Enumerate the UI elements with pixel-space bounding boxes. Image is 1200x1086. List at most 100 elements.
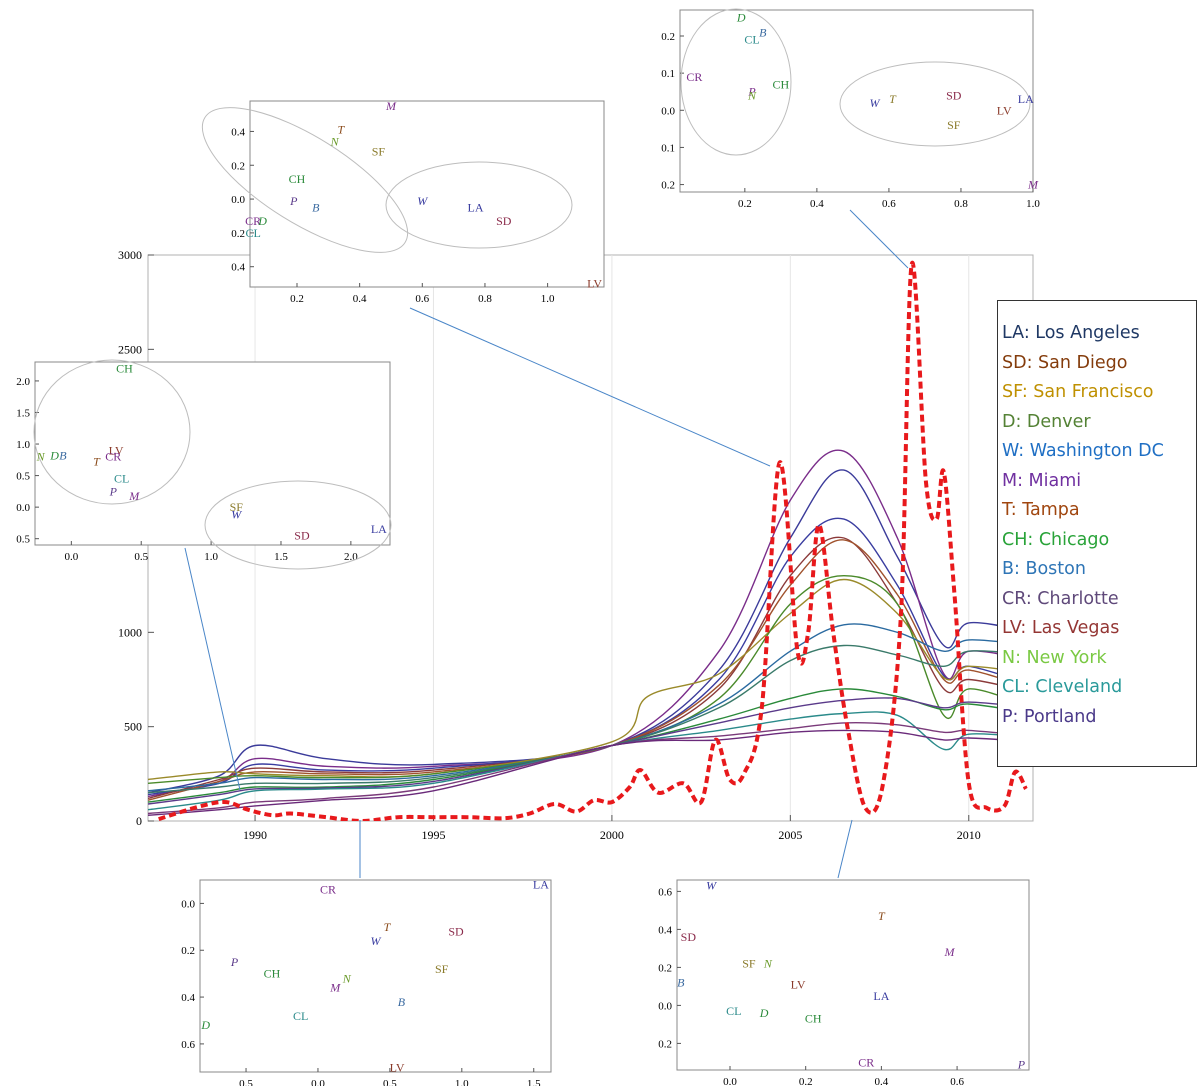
inset_e-point-w: W (706, 879, 717, 893)
inset_e-frame (676, 879, 1030, 1071)
inset_e-y-tick-label-2: 0.2 (658, 962, 672, 974)
inset_b-y-tick-label-4: 0.2 (661, 180, 675, 192)
inset_d-y-tick-label-1: 0.2 (181, 945, 195, 957)
inset_c-point-p: P (109, 484, 118, 498)
main-y-tick-label-0: 0 (136, 814, 142, 828)
inset_b-point-b: B (759, 25, 767, 39)
inset_b-point-ch: CH (773, 77, 790, 91)
inset_d-point-cr: CR (320, 882, 336, 896)
inset_c-point-la: LA (371, 522, 387, 536)
inset_c-frame (34, 361, 391, 546)
inset_d-x-tick-label-4: 1.5 (527, 1078, 541, 1086)
inset_a-y-tick-label-2: 0.0 (231, 194, 245, 206)
legend-item-cr: CR: Charlotte (1002, 588, 1119, 609)
inset_b-point-cr: CR (686, 70, 702, 84)
inset_d-point-t: T (384, 920, 392, 934)
inset_e-point-sd: SD (681, 930, 697, 944)
inset_b-connector (849, 209, 909, 269)
inset_e-point-lv: LV (791, 978, 806, 992)
inset_e-point-t: T (878, 909, 886, 923)
inset_a-point-m: M (385, 99, 397, 113)
inset_d-x-tick-label-3: 1.0 (455, 1078, 469, 1086)
city-legend: LA: Los Angeles SD: San Diego SF: San Fr… (997, 300, 1197, 767)
inset_c-point-b: B (59, 448, 67, 462)
inset_c-y-tick-label-0: 2.0 (16, 376, 30, 388)
inset_d-y-tick-label-3: 0.6 (181, 1039, 195, 1051)
inset_e-connector (837, 819, 853, 879)
legend-item-sf: SF: San Francisco (1002, 382, 1154, 402)
inset_b-x-tick-label-1: 0.4 (810, 198, 824, 210)
inset_e-point-ch: CH (805, 1012, 822, 1026)
inset_b-y-tick-label-2: 0.0 (661, 105, 675, 117)
inset_c-y-tick-label-4: 0.0 (16, 502, 30, 514)
legend-item-w: W: Washington DC (1002, 441, 1164, 461)
inset_a-x-tick-label-2: 0.6 (415, 293, 429, 305)
main-y-tick-label-6: 3000 (118, 248, 142, 262)
inset_a-y-tick-label-3: 0.2 (231, 228, 245, 240)
inset_d-point-ch: CH (264, 967, 281, 981)
inset_d-x-tick-label-1: 0.0 (311, 1078, 325, 1086)
inset_c-y-tick-label-5: 0.5 (16, 534, 30, 546)
main-series-line-7 (148, 623, 1033, 792)
inset_b-y-tick-label-0: 0.2 (661, 31, 675, 43)
inset_b-point-la: LA (1018, 92, 1034, 106)
main-x-tick-label-4: 2010 (957, 828, 981, 842)
inset_a-point-cl: CL (245, 226, 260, 240)
inset_a-x-tick-label-1: 0.4 (353, 293, 367, 305)
inset_b-y-tick-label-3: 0.1 (661, 142, 675, 154)
inset_e-point-b: B (677, 976, 685, 990)
inset_e-point-n: N (763, 957, 773, 971)
inset_e-point-cl: CL (726, 1004, 741, 1018)
inset_d-point-sd: SD (448, 925, 464, 939)
inset_d-point-d: D (200, 1018, 210, 1032)
main-y-tick-label-1: 500 (124, 720, 142, 734)
inset_b-point-lv: LV (997, 103, 1012, 117)
inset_b-point-sd: SD (946, 88, 962, 102)
inset_e-x-tick-label-1: 0.2 (799, 1076, 813, 1086)
inset_a-y-tick-label-1: 0.2 (231, 160, 245, 172)
inset_a-point-sf: SF (372, 145, 386, 159)
inset_d-point-b: B (398, 995, 406, 1009)
inset_c-y-tick-label-2: 1.0 (16, 439, 30, 451)
inset_a-point-la: LA (468, 201, 484, 215)
main-series-line-8 (148, 644, 1033, 794)
inset_b-x-tick-label-0: 0.2 (738, 198, 752, 210)
main-series-line-0 (148, 469, 1033, 794)
main-series-line-4 (148, 539, 1033, 801)
inset_e-x-tick-label-0: 0.0 (723, 1076, 737, 1086)
main-series-line-10 (148, 697, 1033, 805)
legend-item-ch: CH: Chicago (1002, 529, 1110, 550)
inset_c-point-sf: SF (230, 500, 244, 514)
inset_c-point-cr: CR (105, 450, 121, 464)
legend-item-b: B: Boston (1002, 559, 1086, 579)
inset_e-point-la: LA (873, 989, 889, 1003)
inset_d-frame (199, 879, 552, 1073)
inset_b-x-tick-label-3: 0.8 (954, 198, 968, 210)
inset_c-point-cl: CL (114, 472, 129, 486)
inset_c-cluster-ellipse-0 (33, 359, 191, 505)
inset_b-frame (679, 9, 1034, 193)
inset_a-x-tick-label-3: 0.8 (478, 293, 492, 305)
inset_e-x-tick-label-3: 0.6 (950, 1076, 964, 1086)
main-series-line-1 (148, 449, 1033, 798)
inset_e-y-tick-label-1: 0.4 (658, 924, 672, 936)
inset_e-point-cr: CR (858, 1055, 874, 1069)
inset_d-point-p: P (230, 955, 239, 969)
inset_a-point-lv: LV (587, 277, 602, 291)
inset_a-x-tick-label-0: 0.2 (290, 293, 304, 305)
main-x-tick-label-0: 1990 (243, 828, 267, 842)
main-x-tick-label-3: 2005 (778, 828, 802, 842)
inset_e-point-p: P (1017, 1057, 1026, 1071)
inset_c-x-tick-label-2: 1.0 (204, 551, 218, 563)
inset_c-x-tick-label-1: 0.5 (134, 551, 148, 563)
inset_a-point-t: T (338, 123, 346, 137)
inset_b-point-w: W (870, 96, 881, 110)
main-x-tick-label-1: 1995 (421, 828, 445, 842)
inset_b-point-sf: SF (947, 118, 961, 132)
inset_d-point-n: N (342, 971, 352, 985)
inset_c-point-w: W (231, 508, 242, 522)
inset_d-point-sf: SF (435, 962, 449, 976)
inset_b-x-tick-label-2: 0.6 (882, 198, 896, 210)
inset_a-frame (249, 100, 605, 288)
